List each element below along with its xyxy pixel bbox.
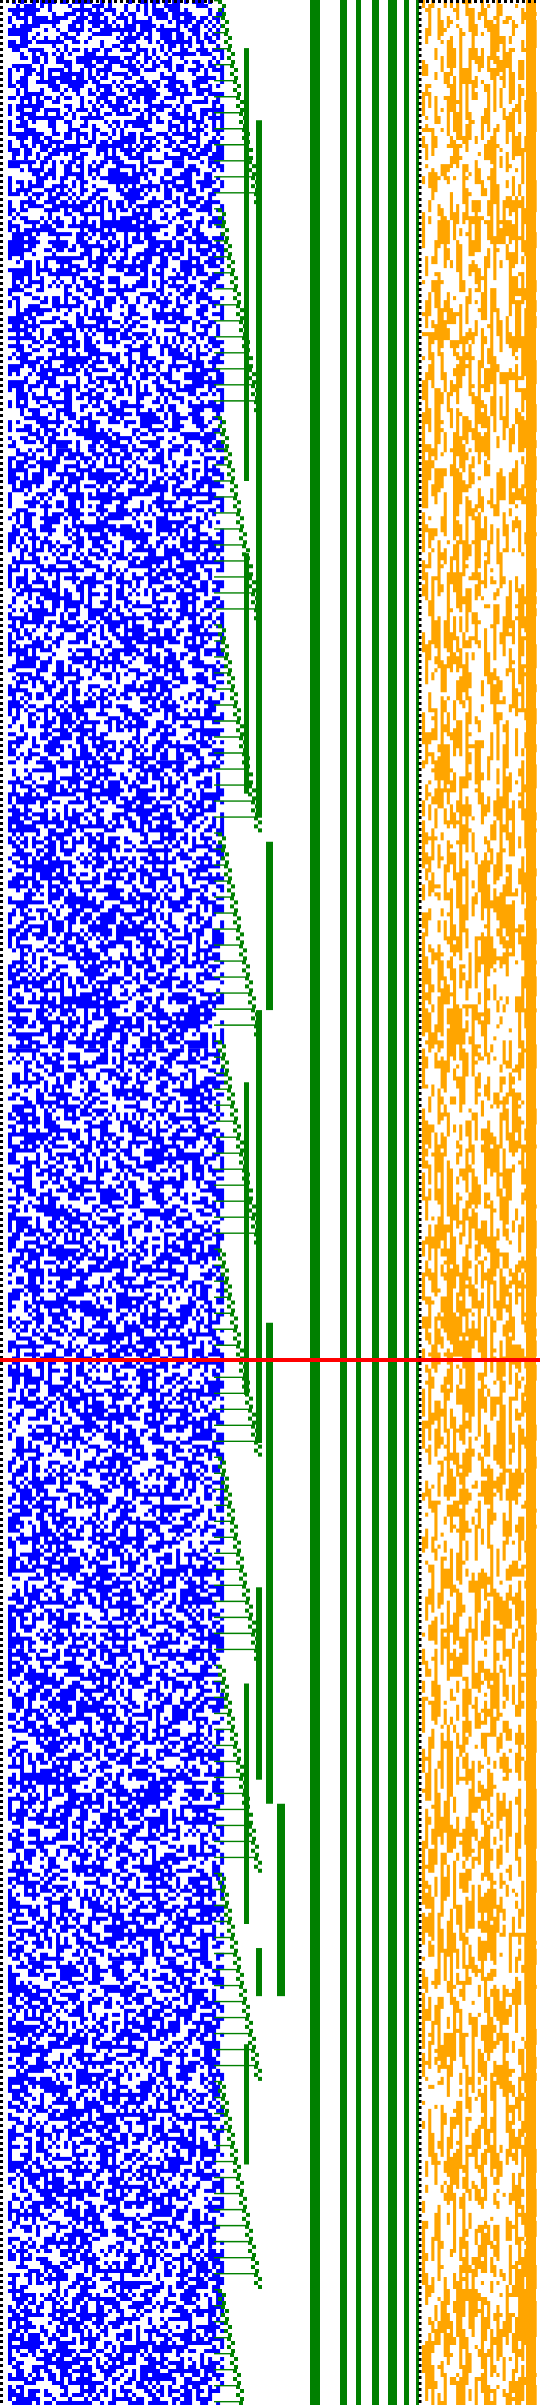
- green-bar-1-0: [256, 120, 262, 818]
- green-bar-3-0: [277, 1803, 285, 1997]
- green-bar-0-2: [244, 1082, 249, 1395]
- green-bar-8-0: [388, 0, 397, 2405]
- green-bar-0-3: [244, 1683, 249, 1924]
- green-staircase-cells: [214, 0, 262, 2405]
- green-bar-0-0: [244, 48, 249, 481]
- green-bar-0-4: [244, 2044, 249, 2165]
- green-bar-4-0: [310, 0, 320, 2405]
- green-bar-1-1: [256, 1010, 262, 1443]
- green-bar-5-0: [340, 0, 347, 2405]
- green-bar-1-2: [256, 1587, 262, 1780]
- green-bar-2-1: [266, 1322, 273, 1804]
- blue-noise-cells: [8, 0, 225, 2405]
- green-bar-6-0: [356, 0, 361, 2405]
- orange-noise-region: [422, 0, 537, 2405]
- green-bar-10-0: [416, 0, 419, 2405]
- green-bar-0-1: [244, 553, 249, 794]
- green-bar-7-0: [372, 0, 379, 2405]
- green-staircase-region: [214, 0, 419, 2405]
- green-bar-1-3: [256, 1948, 262, 1997]
- orange-noise-cells: [422, 0, 537, 2405]
- green-bar-2-0: [266, 841, 273, 1011]
- green-bar-9-0: [404, 0, 409, 2405]
- blue-noise-region: [8, 0, 225, 2405]
